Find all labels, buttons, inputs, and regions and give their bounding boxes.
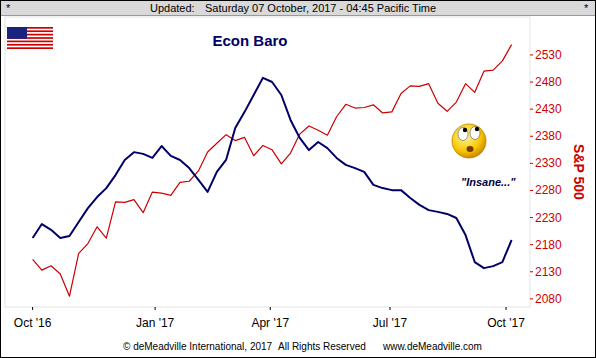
y2-tick xyxy=(530,109,533,110)
plot-frame xyxy=(5,17,530,307)
plot-lines xyxy=(33,45,512,297)
y2-tick-label: 2380 xyxy=(535,129,562,143)
flag-canton xyxy=(7,27,27,39)
y2-tick-label: 2230 xyxy=(535,211,562,225)
smiley-pupil xyxy=(463,128,467,132)
econ-baro-line xyxy=(33,78,512,268)
y2-tick-label: 2480 xyxy=(535,75,562,89)
y2-tick-label: 2180 xyxy=(535,238,562,252)
y2-tick xyxy=(530,298,533,299)
footer-text: www.deMeadville.com xyxy=(382,341,482,352)
x-tick-label: Oct '17 xyxy=(487,316,525,330)
header-text: * xyxy=(6,2,11,14)
y2-tick-label: 2130 xyxy=(535,265,562,279)
annotation: "Insane..." xyxy=(461,176,516,188)
header-bar xyxy=(1,1,595,15)
smiley-eye xyxy=(470,127,480,140)
smiley-pupil xyxy=(475,127,479,131)
y2-tick-label: 2330 xyxy=(535,156,562,170)
flag-stripe xyxy=(7,47,53,49)
flag-stripe xyxy=(7,41,53,43)
y2-tick-label: 2530 xyxy=(535,48,562,62)
flag xyxy=(7,27,53,49)
flag-field xyxy=(7,27,53,49)
y2-tick-label: 2430 xyxy=(535,102,562,116)
x-tick xyxy=(506,307,507,310)
x-tick xyxy=(390,307,391,310)
header-text: Saturday 07 October, 2017 - 04:45 Pacifi… xyxy=(205,2,436,14)
x-tick-label: Jul '17 xyxy=(373,316,408,330)
y2-tick-label: 2080 xyxy=(535,292,562,306)
x-tick xyxy=(155,307,156,310)
flag-stripe xyxy=(7,44,53,46)
y2-tick xyxy=(530,136,533,137)
y2-tick xyxy=(530,82,533,83)
outer-border xyxy=(1,1,596,358)
x-tick xyxy=(270,307,271,310)
header-rule xyxy=(1,15,595,16)
footer-text: © deMeadville International, 2017 xyxy=(123,341,273,352)
header-text: Updated: xyxy=(150,2,195,14)
chart-title: Econ Baro xyxy=(212,32,287,49)
smiley-face xyxy=(452,124,486,158)
y2-tick xyxy=(530,163,533,164)
y2-axis-label: S&P 500 xyxy=(571,144,587,200)
y2-tick-label: 2280 xyxy=(535,183,562,197)
sp500-line xyxy=(33,45,512,297)
y2-tick xyxy=(530,54,533,55)
x-tick xyxy=(32,307,33,310)
header-text: * xyxy=(584,2,589,14)
chart-root: * Updated: Saturday 07 October, 2017 - 04:… xyxy=(0,0,596,358)
x-tick-label: Apr '17 xyxy=(251,316,289,330)
y2-tick xyxy=(530,244,533,245)
smiley-mouth xyxy=(467,146,474,152)
footer-text: All Rights Reserved xyxy=(278,341,366,352)
smiley-eye xyxy=(458,128,468,141)
y2-tick xyxy=(530,217,533,218)
smiley xyxy=(452,124,486,158)
x-tick-label: Oct '16 xyxy=(14,316,52,330)
y2-tick xyxy=(530,190,533,191)
x-tick-label: Jan '17 xyxy=(136,316,175,330)
y2-tick xyxy=(530,271,533,272)
